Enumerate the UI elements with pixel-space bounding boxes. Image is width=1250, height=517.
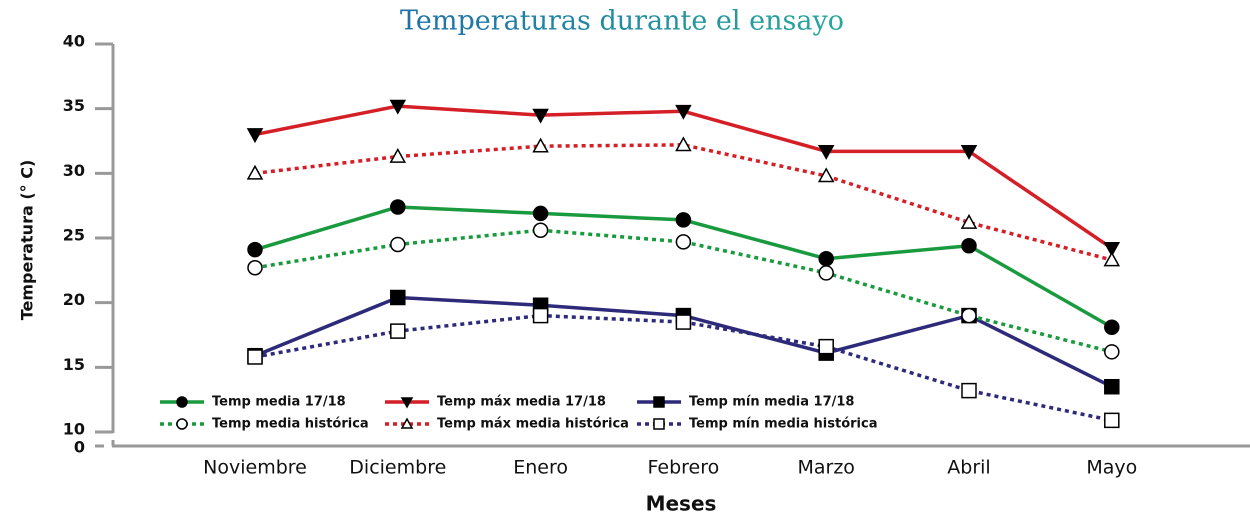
y-tick-label: 10 xyxy=(63,420,85,439)
x-tick-label: Marzo xyxy=(797,457,854,479)
marker xyxy=(818,338,834,355)
series-line xyxy=(254,313,1113,423)
y-tick-label: 30 xyxy=(63,161,85,180)
marker xyxy=(176,396,188,408)
marker xyxy=(390,289,406,306)
marker xyxy=(675,314,692,330)
marker xyxy=(400,417,414,429)
marker xyxy=(675,212,692,228)
x-tick-label: Enero xyxy=(513,457,568,479)
marker xyxy=(675,234,692,250)
y-tick-label: 35 xyxy=(63,96,85,115)
marker xyxy=(247,259,263,276)
marker xyxy=(390,199,406,215)
legend-label: Temp mín media 17/18 xyxy=(689,395,854,410)
marker xyxy=(176,418,188,430)
marker xyxy=(961,238,977,254)
marker xyxy=(675,104,692,120)
marker xyxy=(390,236,406,253)
marker xyxy=(247,349,263,365)
marker xyxy=(960,144,978,160)
marker xyxy=(400,397,414,409)
marker xyxy=(246,164,264,180)
marker xyxy=(532,307,549,324)
marker xyxy=(246,128,264,144)
y-tick-label: 20 xyxy=(63,290,85,309)
y-tick-label: 25 xyxy=(63,226,85,245)
x-tick-label: Noviembre xyxy=(203,457,307,479)
marker xyxy=(675,136,692,152)
y-tick-label: 15 xyxy=(63,355,85,374)
legend-label: Temp máx media 17/18 xyxy=(437,395,606,410)
chart-title: Temperaturas durante el ensayo xyxy=(400,6,844,37)
marker xyxy=(389,99,407,115)
marker xyxy=(817,144,835,160)
marker xyxy=(247,241,263,258)
x-tick-label: Diciembre xyxy=(349,457,446,479)
legend-label: Temp mín media histórica xyxy=(689,417,877,432)
marker xyxy=(961,307,977,324)
marker xyxy=(532,205,549,222)
marker xyxy=(1104,378,1120,395)
marker xyxy=(653,396,665,408)
marker xyxy=(1103,241,1121,257)
legend-label: Temp media 17/18 xyxy=(212,395,346,410)
marker xyxy=(389,147,407,163)
marker xyxy=(1103,251,1121,267)
y-tick-label: 40 xyxy=(63,32,85,51)
x-tick-label: Febrero xyxy=(648,457,720,479)
x-tick-label: Mayo xyxy=(1086,457,1137,479)
marker xyxy=(1104,319,1120,335)
marker xyxy=(532,137,549,153)
marker xyxy=(532,108,549,124)
y-break-label: 0 xyxy=(74,438,85,457)
marker xyxy=(390,323,406,339)
marker xyxy=(1104,412,1120,429)
x-tick-label: Abril xyxy=(947,457,990,479)
marker xyxy=(653,418,665,430)
x-axis-label: Meses xyxy=(646,492,717,516)
marker xyxy=(1104,344,1120,360)
legend-label: Temp máx media histórica xyxy=(437,417,629,432)
marker xyxy=(532,222,549,238)
marker xyxy=(960,213,978,229)
marker xyxy=(818,265,834,281)
legend-label: Temp media histórica xyxy=(212,417,369,432)
marker xyxy=(817,167,835,183)
marker xyxy=(961,382,977,399)
marker xyxy=(818,250,834,267)
y-axis-label: Temperatura (° C) xyxy=(18,160,37,321)
